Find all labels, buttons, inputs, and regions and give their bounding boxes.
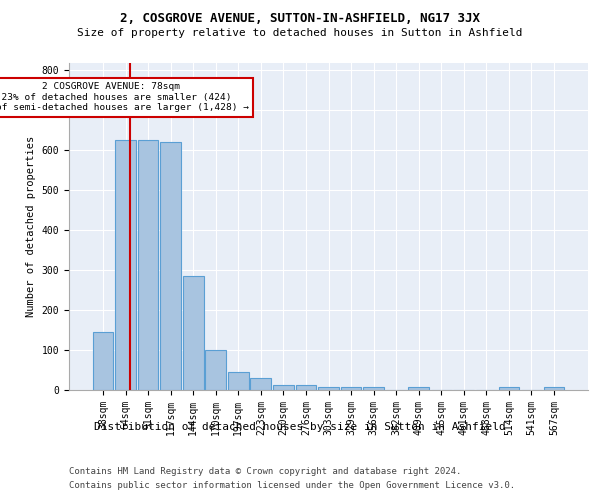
Y-axis label: Number of detached properties: Number of detached properties (26, 136, 36, 317)
Bar (92, 332, 113, 390)
Bar (296, 385, 316, 390)
Text: Contains HM Land Registry data © Crown copyright and database right 2024.: Contains HM Land Registry data © Crown c… (69, 468, 461, 476)
Text: 2 COSGROVE AVENUE: 78sqm
← 23% of detached houses are smaller (424)
76% of semi-: 2 COSGROVE AVENUE: 78sqm ← 23% of detach… (0, 82, 248, 112)
Text: Contains public sector information licensed under the Open Government Licence v3: Contains public sector information licen… (69, 481, 515, 490)
Bar (250, 378, 271, 390)
Bar (205, 350, 226, 390)
Bar (409, 387, 429, 390)
Bar (137, 140, 158, 390)
Bar (499, 387, 520, 390)
Bar (318, 387, 339, 390)
Text: Distribution of detached houses by size in Sutton in Ashfield: Distribution of detached houses by size … (94, 422, 506, 432)
Bar (544, 387, 565, 390)
Text: 2, COSGROVE AVENUE, SUTTON-IN-ASHFIELD, NG17 3JX: 2, COSGROVE AVENUE, SUTTON-IN-ASHFIELD, … (120, 12, 480, 26)
Bar (363, 387, 384, 390)
Bar (183, 276, 203, 390)
Text: Size of property relative to detached houses in Sutton in Ashfield: Size of property relative to detached ho… (77, 28, 523, 38)
Bar (273, 385, 294, 390)
Bar (228, 372, 248, 390)
Bar (115, 140, 136, 390)
Bar (341, 387, 361, 390)
Bar (160, 142, 181, 390)
